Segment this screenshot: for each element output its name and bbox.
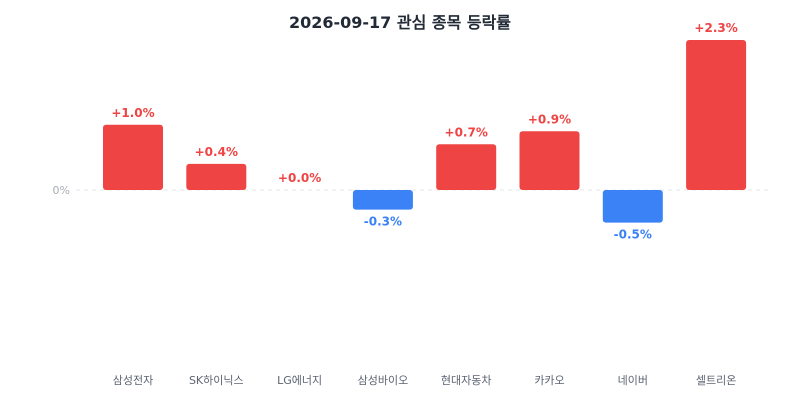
bar-group xyxy=(103,40,747,223)
value-label-4: +0.7% xyxy=(445,125,488,139)
category-label-group: 삼성전자 SK하이닉스 LG에너지 삼성바이오 현대자동차 카카오 네이버 셀트리온 xyxy=(113,373,737,387)
bar-7 xyxy=(686,40,747,190)
category-label-2: LG에너지 xyxy=(277,374,322,387)
value-label-6: -0.5% xyxy=(614,228,652,242)
value-label-7: +2.3% xyxy=(694,21,737,35)
category-label-5: 카카오 xyxy=(534,374,564,387)
value-label-0: +1.0% xyxy=(111,106,154,120)
value-label-5: +0.9% xyxy=(528,112,571,126)
value-label-2: +0.0% xyxy=(278,171,321,185)
category-label-6: 네이버 xyxy=(618,374,648,387)
category-label-0: 삼성전자 xyxy=(113,374,153,387)
category-label-3: 삼성바이오 xyxy=(358,374,409,387)
category-label-4: 현대자동차 xyxy=(441,374,492,387)
category-label-7: 셀트리온 xyxy=(696,374,736,387)
chart-title: 2026-09-17 관심 종목 등락률 xyxy=(289,13,511,32)
bar-1 xyxy=(186,163,247,190)
category-label-1: SK하이닉스 xyxy=(189,373,244,387)
value-label-3: -0.3% xyxy=(364,215,402,229)
value-label-1: +0.4% xyxy=(195,145,238,159)
bar-5 xyxy=(519,131,580,190)
bar-0 xyxy=(103,124,163,190)
bar-6 xyxy=(602,190,663,223)
value-label-group: +1.0% +0.4% +0.0% -0.3% +0.7% +0.9% -0.5% +2.3% xyxy=(111,21,737,242)
bar-4 xyxy=(436,144,497,190)
y-tick-zero: 0% xyxy=(53,184,70,197)
bar-3 xyxy=(352,190,413,210)
